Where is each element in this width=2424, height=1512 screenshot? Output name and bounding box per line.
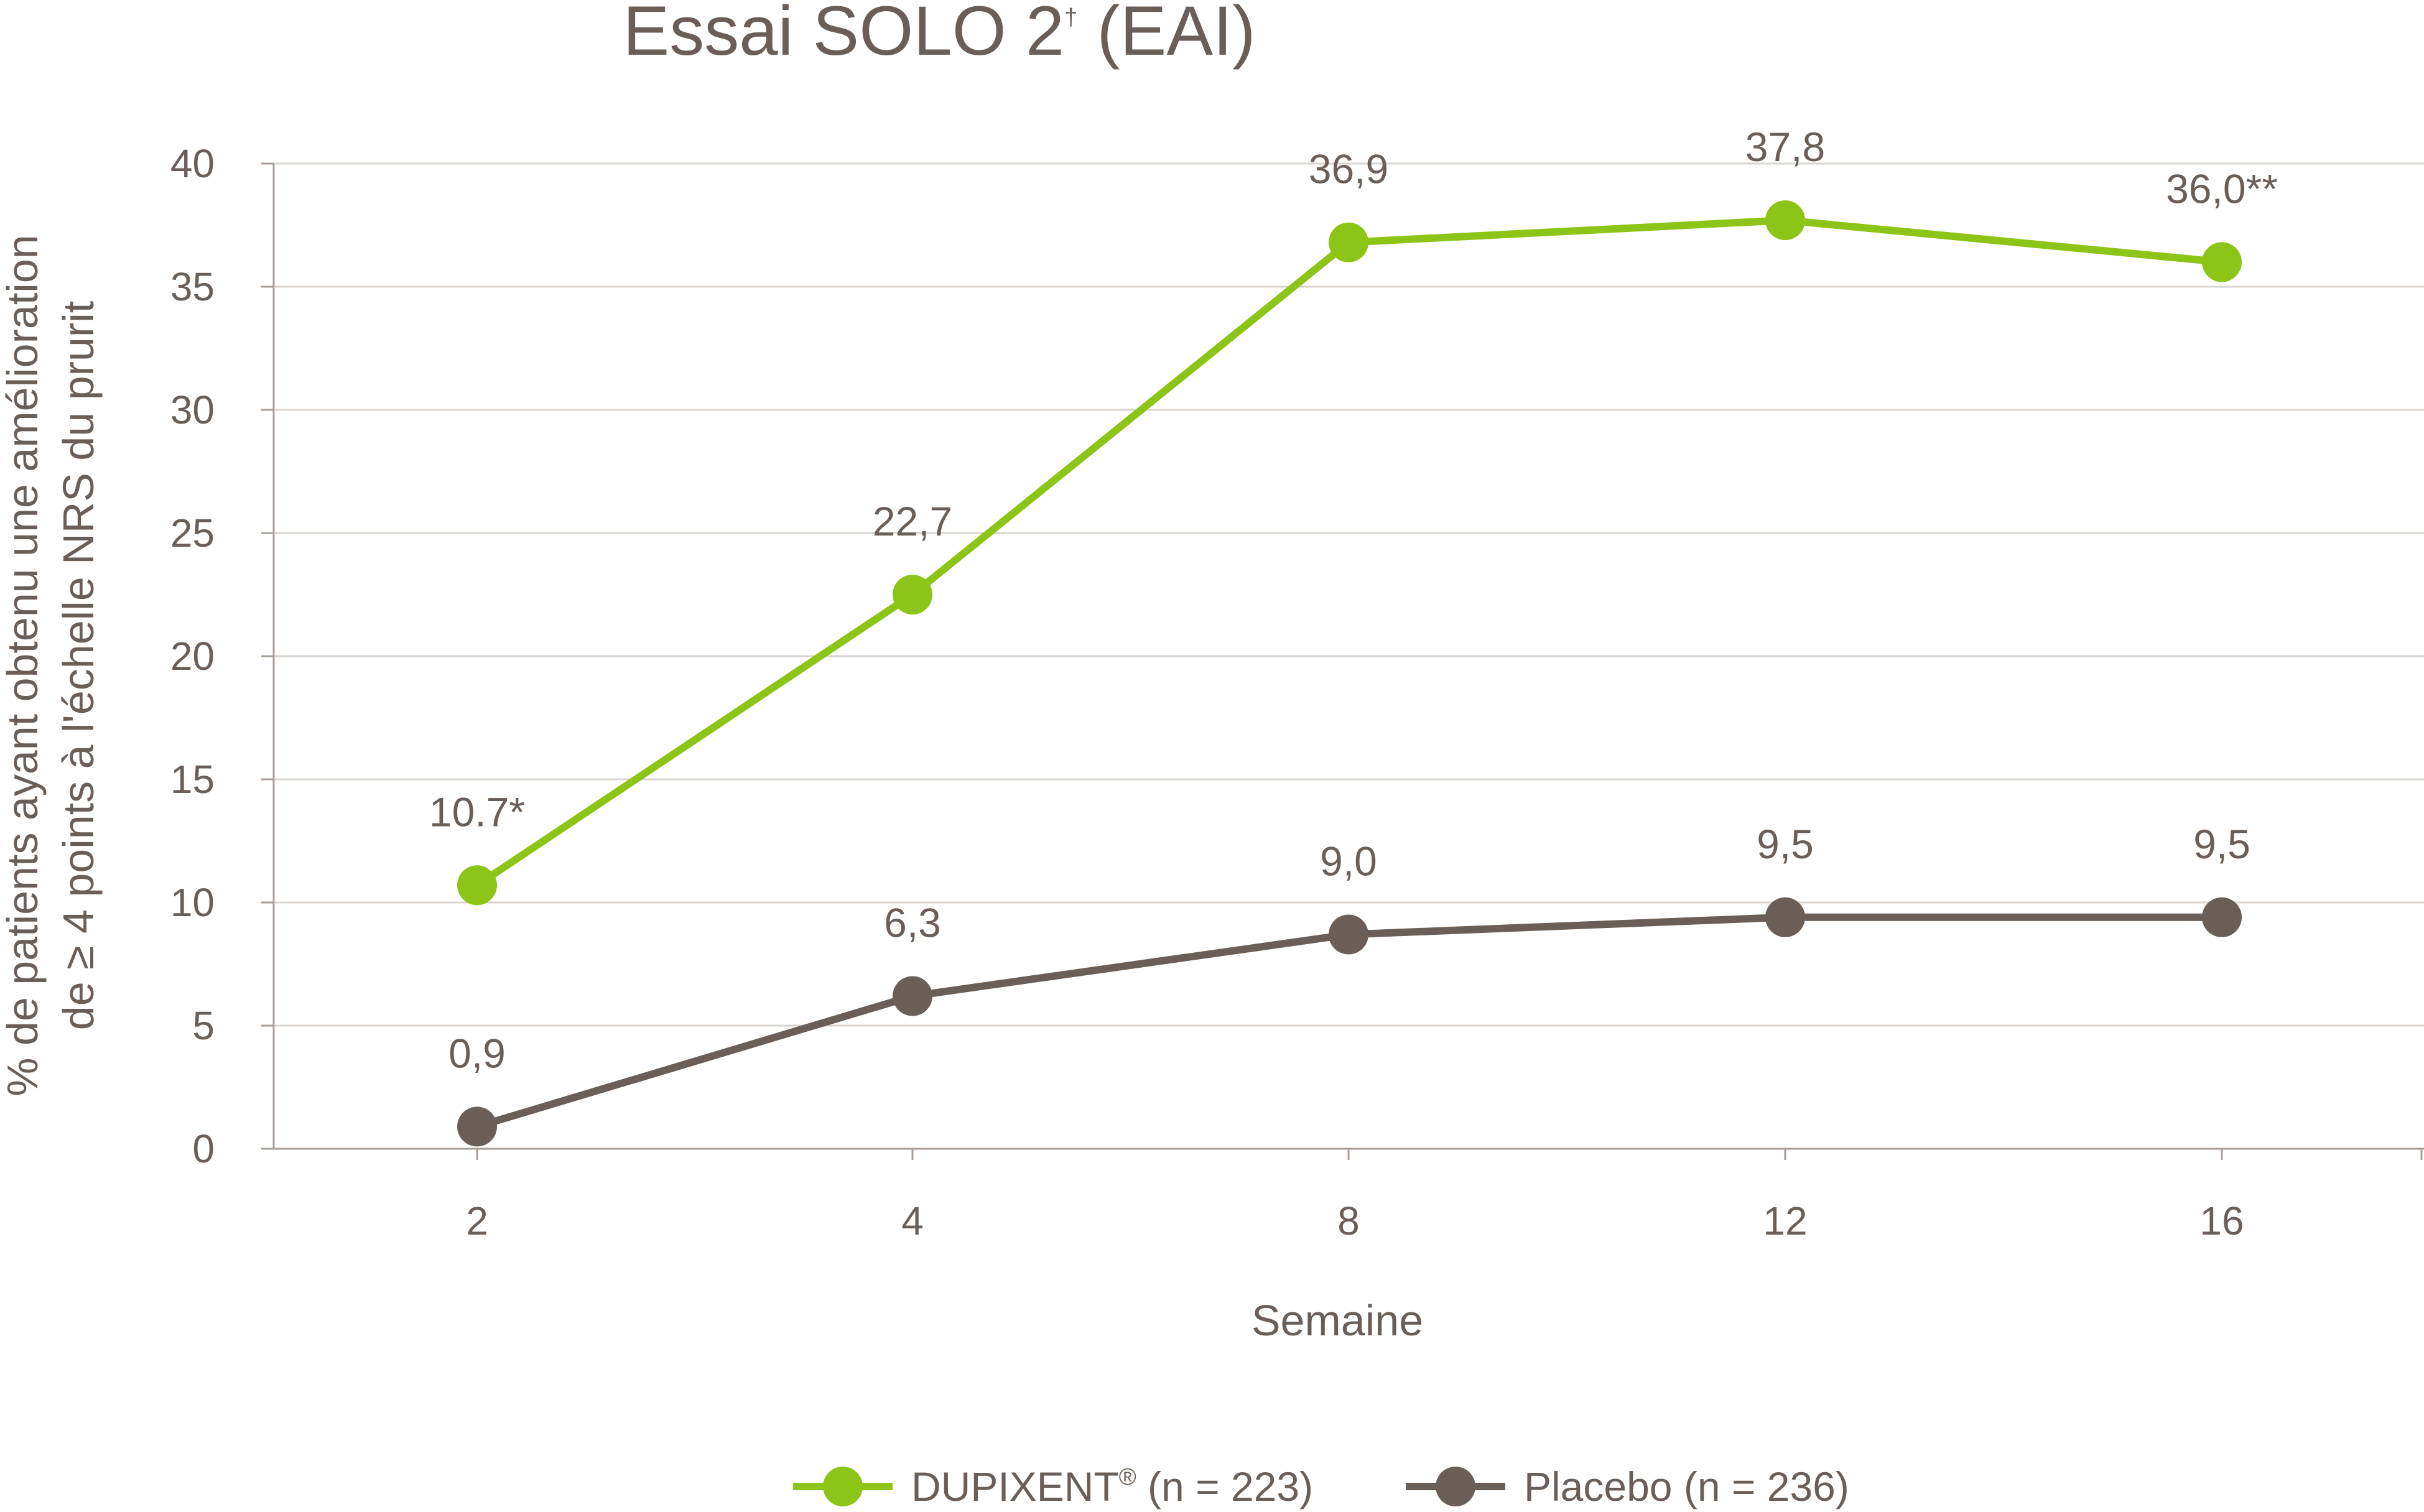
legend-placebo-marker — [1436, 1467, 1475, 1506]
data-point-placebo — [2202, 897, 2242, 937]
data-point-dupixent — [893, 575, 932, 615]
data-point-dupixent — [2202, 242, 2242, 282]
legend-dupixent-suffix: (n = 223) — [1136, 1463, 1313, 1510]
chart-title-suffix: (EAI) — [1077, 0, 1255, 70]
y-axis-title-line1: % de patients ayant obtenu une améliorat… — [0, 234, 47, 1096]
legend-dupixent-label: DUPIXENT® (n = 223) — [911, 1463, 1313, 1510]
data-label-placebo: 6,3 — [884, 899, 941, 945]
x-tick-label: 2 — [466, 1199, 488, 1243]
y-tick-label: 40 — [170, 141, 215, 186]
data-label-dupixent: 10.7* — [429, 789, 525, 835]
axes — [261, 162, 2424, 1160]
series-line-dupixent — [475, 216, 2222, 889]
y-tick-label: 20 — [170, 634, 215, 679]
data-label-placebo: 9,5 — [1757, 821, 1814, 867]
y-axis-title-line2: de ≥ 4 points à l'échelle NRS du prurit — [54, 301, 103, 1030]
y-tick-label: 30 — [170, 387, 215, 432]
x-tick-label: 12 — [1763, 1199, 1807, 1243]
data-label-dupixent: 36,0** — [2166, 165, 2278, 211]
x-tick-label: 4 — [901, 1199, 924, 1243]
y-tick-label: 35 — [170, 264, 215, 309]
data-point-placebo — [1765, 897, 1805, 937]
x-tick-label: 8 — [1337, 1199, 1360, 1243]
series-layer: 10.7* 22,7 36,9 37,8 36,0** 0,9 6,3 9,0 9,5 9,5 — [429, 124, 2278, 1147]
legend-dupixent-sup: ® — [1119, 1464, 1136, 1490]
gridlines — [274, 162, 2424, 1027]
data-point-dupixent — [1329, 222, 1368, 262]
y-axis-title: % de patients ayant obtenu une améliorat… — [0, 234, 103, 1096]
data-label-placebo: 9,5 — [2193, 821, 2250, 867]
y-tick-labels: 0 5 10 15 20 25 30 35 40 — [170, 141, 215, 1171]
y-tick-label: 10 — [170, 880, 215, 925]
y-tick-label: 15 — [170, 757, 215, 802]
y-tick-label: 25 — [170, 511, 215, 555]
data-point-dupixent — [457, 865, 497, 906]
x-tick-labels: 2 4 8 12 16 — [466, 1199, 2244, 1243]
legend-dupixent-name: DUPIXENT — [911, 1463, 1119, 1510]
y-tick-label: 0 — [192, 1126, 215, 1171]
chart-title: Essai SOLO 2† (EAI) — [623, 0, 1256, 70]
data-point-placebo — [457, 1106, 497, 1147]
legend-placebo-label: Placebo (n = 236) — [1524, 1463, 1849, 1510]
legend-dupixent-marker — [823, 1467, 863, 1506]
data-label-placebo: 9,0 — [1320, 838, 1377, 884]
chart-title-sup: † — [1064, 4, 1077, 30]
data-label-dupixent: 36,9 — [1309, 146, 1388, 192]
data-point-placebo — [1329, 914, 1368, 955]
x-axis-title: Semaine — [1251, 1296, 1423, 1345]
data-point-dupixent — [1765, 200, 1805, 241]
data-label-placebo: 0,9 — [448, 1030, 506, 1076]
y-tick-label: 5 — [192, 1003, 215, 1048]
data-label-dupixent: 37,8 — [1745, 124, 1825, 170]
x-tick-label: 16 — [2199, 1199, 2244, 1243]
chart-title-text: Essai SOLO 2 — [623, 0, 1065, 70]
data-label-dupixent: 22,7 — [873, 498, 952, 544]
legend: DUPIXENT® (n = 223) Placebo (n = 236) — [793, 1463, 1849, 1510]
data-point-placebo — [893, 976, 932, 1016]
